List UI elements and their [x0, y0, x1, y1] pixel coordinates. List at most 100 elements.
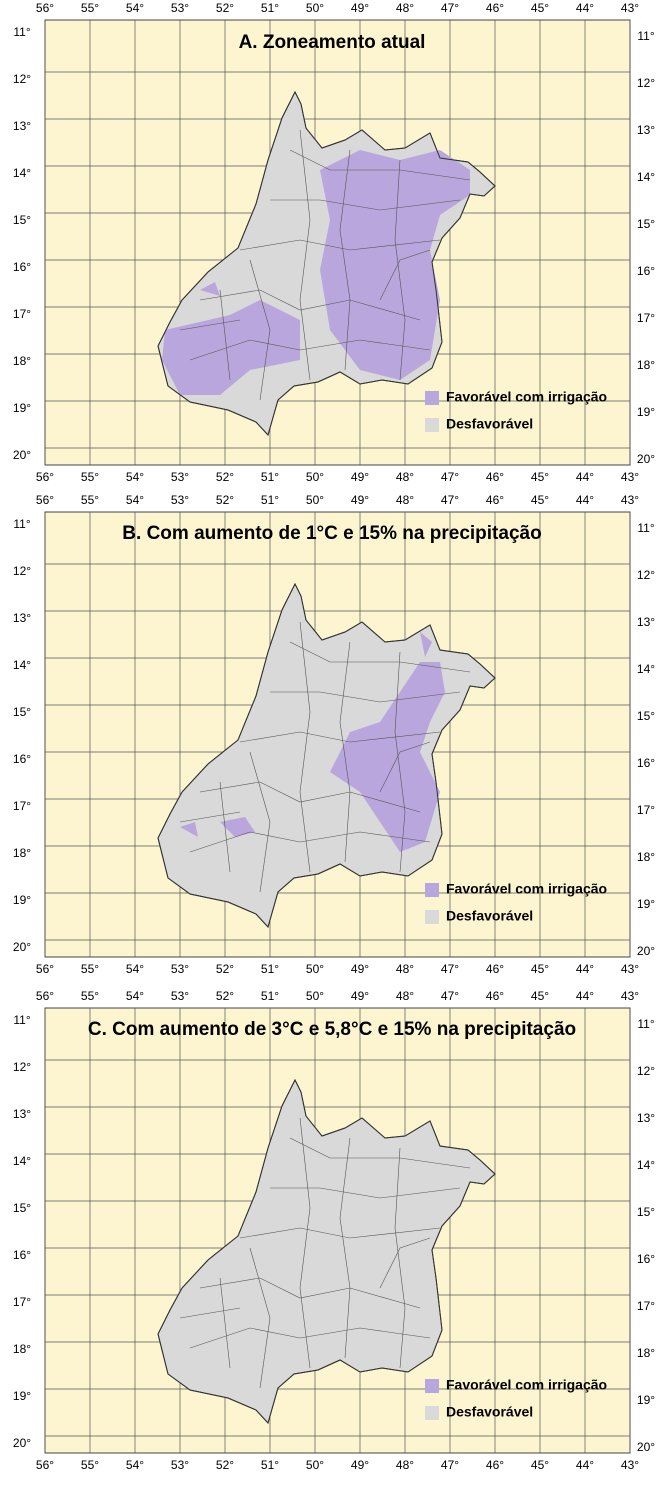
lat-label-right: 13° — [637, 1111, 655, 1125]
legend-swatch — [425, 910, 439, 924]
legend-swatch — [425, 1379, 439, 1393]
lon-label-top: 53° — [171, 1, 189, 15]
lon-label-top: 49° — [351, 1, 369, 15]
lat-label-right: 12° — [637, 568, 655, 582]
map-panel: 56°56°55°55°54°54°53°53°52°52°51°51°50°5… — [13, 989, 655, 1472]
lon-label-top: 47° — [441, 1, 459, 15]
lat-label-right: 17° — [637, 311, 655, 325]
lon-label-bottom: 53° — [171, 962, 189, 976]
lat-label-right: 15° — [637, 709, 655, 723]
lon-label-bottom: 48° — [396, 470, 414, 484]
lat-label-right: 14° — [637, 170, 655, 184]
lon-label-bottom: 51° — [261, 470, 279, 484]
lon-label-top: 51° — [261, 1, 279, 15]
lon-label-top: 47° — [441, 989, 459, 1003]
lon-label-bottom: 56° — [36, 1458, 54, 1472]
lon-label-bottom: 43° — [621, 962, 639, 976]
lat-label-left: 16° — [13, 752, 31, 766]
lat-label-right: 11° — [637, 521, 654, 535]
legend-label: Favorável com irrigação — [446, 389, 607, 405]
lon-label-bottom: 55° — [81, 962, 99, 976]
lon-label-top: 48° — [396, 989, 414, 1003]
legend-swatch — [425, 391, 439, 405]
lat-label-right: 18° — [637, 1346, 655, 1360]
lon-label-top: 54° — [126, 493, 144, 507]
lon-label-bottom: 53° — [171, 470, 189, 484]
lon-label-top: 55° — [81, 493, 99, 507]
lon-label-top: 51° — [261, 493, 279, 507]
legend-label: Desfavorável — [446, 1404, 533, 1420]
map-panel: 56°56°55°55°54°54°53°53°52°52°51°51°50°5… — [13, 1, 655, 484]
lon-label-top: 45° — [531, 989, 549, 1003]
lat-label-left: 17° — [13, 1295, 31, 1309]
lat-label-left: 20° — [13, 1436, 31, 1450]
lon-label-bottom: 48° — [396, 1458, 414, 1472]
lon-label-top: 51° — [261, 989, 279, 1003]
lat-label-right: 16° — [637, 756, 655, 770]
lon-label-bottom: 53° — [171, 1458, 189, 1472]
lat-label-left: 14° — [13, 658, 31, 672]
lat-label-left: 19° — [13, 1389, 31, 1403]
lon-label-bottom: 56° — [36, 470, 54, 484]
lon-label-top: 49° — [351, 493, 369, 507]
lat-label-right: 16° — [637, 264, 655, 278]
lon-label-bottom: 51° — [261, 962, 279, 976]
lat-label-left: 11° — [13, 1013, 30, 1027]
lat-label-right: 19° — [637, 897, 655, 911]
lon-label-top: 46° — [486, 493, 504, 507]
legend-label: Desfavorável — [446, 908, 533, 924]
legend-label: Favorável com irrigação — [446, 1377, 607, 1393]
lon-label-top: 50° — [306, 493, 324, 507]
lon-label-bottom: 44° — [576, 962, 594, 976]
lat-label-right: 11° — [637, 1017, 654, 1031]
lon-label-top: 43° — [621, 493, 639, 507]
lat-label-left: 14° — [13, 166, 31, 180]
lat-label-left: 14° — [13, 1154, 31, 1168]
lon-label-top: 52° — [216, 493, 234, 507]
lat-label-right: 14° — [637, 662, 655, 676]
panel-title: C. Com aumento de 3°C e 5,8°C e 15% na p… — [88, 1019, 576, 1040]
lon-label-top: 46° — [486, 1, 504, 15]
lon-label-bottom: 52° — [216, 470, 234, 484]
lon-label-bottom: 44° — [576, 1458, 594, 1472]
lon-label-top: 55° — [81, 1, 99, 15]
lat-label-right: 15° — [637, 1205, 655, 1219]
lat-label-left: 19° — [13, 401, 31, 415]
lon-label-bottom: 49° — [351, 470, 369, 484]
lon-label-top: 55° — [81, 989, 99, 1003]
lon-label-top: 52° — [216, 1, 234, 15]
lon-label-bottom: 46° — [486, 1458, 504, 1472]
lat-label-left: 12° — [13, 1060, 31, 1074]
lon-label-bottom: 45° — [531, 1458, 549, 1472]
lon-label-top: 44° — [576, 493, 594, 507]
legend-swatch — [425, 883, 439, 897]
lon-label-bottom: 51° — [261, 1458, 279, 1472]
lat-label-right: 12° — [637, 76, 655, 90]
lat-label-left: 13° — [13, 611, 31, 625]
lon-label-top: 46° — [486, 989, 504, 1003]
lat-label-left: 16° — [13, 260, 31, 274]
lon-label-top: 50° — [306, 1, 324, 15]
lon-label-bottom: 48° — [396, 962, 414, 976]
lon-label-top: 49° — [351, 989, 369, 1003]
lon-label-top: 44° — [576, 1, 594, 15]
lat-label-right: 11° — [637, 29, 654, 43]
lon-label-top: 56° — [36, 989, 54, 1003]
lat-label-left: 13° — [13, 1107, 31, 1121]
lon-label-top: 44° — [576, 989, 594, 1003]
lat-label-right: 12° — [637, 1064, 655, 1078]
lon-label-top: 43° — [621, 989, 639, 1003]
lon-label-bottom: 45° — [531, 470, 549, 484]
lon-label-top: 56° — [36, 1, 54, 15]
lat-label-right: 15° — [637, 217, 655, 231]
lat-label-right: 18° — [637, 850, 655, 864]
lon-label-top: 48° — [396, 493, 414, 507]
lon-label-bottom: 56° — [36, 962, 54, 976]
lat-label-right: 17° — [637, 1299, 655, 1313]
lon-label-top: 45° — [531, 1, 549, 15]
lon-label-top: 50° — [306, 989, 324, 1003]
lat-label-left: 15° — [13, 1201, 31, 1215]
lon-label-top: 48° — [396, 1, 414, 15]
lon-label-top: 47° — [441, 493, 459, 507]
lon-label-bottom: 54° — [126, 470, 144, 484]
